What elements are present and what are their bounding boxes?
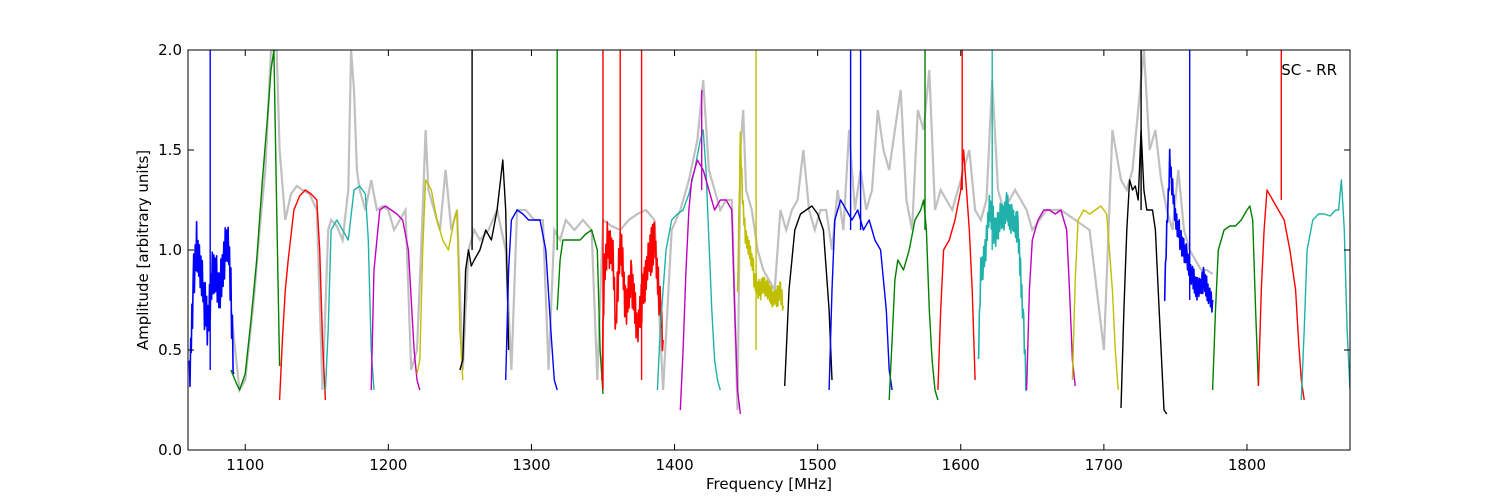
series-line-6 — [416, 179, 464, 381]
x-tick-label: 1400 — [655, 456, 693, 474]
series-line-31 — [1025, 209, 1076, 391]
series-line-38 — [1257, 189, 1305, 401]
y-tick-label: 1.5 — [158, 141, 182, 159]
x-tick-label: 1200 — [369, 456, 407, 474]
series-line-2 — [230, 50, 281, 391]
series-line-32 — [1071, 205, 1119, 391]
series-line-37 — [1211, 205, 1260, 391]
series-line-17 — [679, 159, 742, 415]
series-line-25 — [888, 199, 939, 401]
y-axis-ticks: 0.0 0.5 1.0 1.5 2.0 — [158, 41, 1350, 459]
x-tick-label: 1100 — [226, 456, 264, 474]
series-line-9 — [505, 209, 558, 391]
series-line-16 — [656, 129, 721, 391]
background-trace-line — [229, 50, 1214, 411]
x-tick-label: 1700 — [1085, 456, 1123, 474]
series-line-5 — [370, 205, 421, 391]
x-tick-label: 1800 — [1228, 456, 1266, 474]
y-tick-label: 2.0 — [158, 41, 182, 59]
series-line-29 — [977, 192, 1028, 392]
series-line-12 — [600, 221, 664, 382]
series-line-19 — [736, 131, 785, 311]
series-line-35 — [1163, 148, 1214, 313]
series-line-4 — [324, 185, 375, 391]
y-tick-label: 0.0 — [158, 441, 182, 459]
series-line-27 — [937, 149, 976, 391]
chart-annotation: SC - RR — [1281, 61, 1337, 79]
series-line-21 — [784, 205, 833, 387]
x-axis-label: Frequency [MHz] — [706, 475, 832, 493]
x-axis-ticks: 1100 1200 1300 1400 1500 1600 1700 1800 — [226, 50, 1266, 474]
series-line-40 — [1300, 179, 1350, 401]
y-axis-label: Amplitude [arbitrary units] — [134, 150, 152, 350]
series-line-10 — [556, 229, 604, 395]
x-tick-label: 1300 — [512, 456, 550, 474]
background-trace-layer — [229, 50, 1214, 411]
series-line-33 — [1120, 129, 1168, 415]
y-tick-label: 1.0 — [158, 241, 182, 259]
series-line-7 — [459, 159, 510, 371]
series-line-0 — [188, 220, 235, 388]
x-tick-label: 1600 — [942, 456, 980, 474]
x-tick-label: 1500 — [799, 456, 837, 474]
series-line-3 — [278, 189, 327, 401]
series-layer — [188, 50, 1350, 415]
y-tick-label: 0.5 — [158, 341, 182, 359]
